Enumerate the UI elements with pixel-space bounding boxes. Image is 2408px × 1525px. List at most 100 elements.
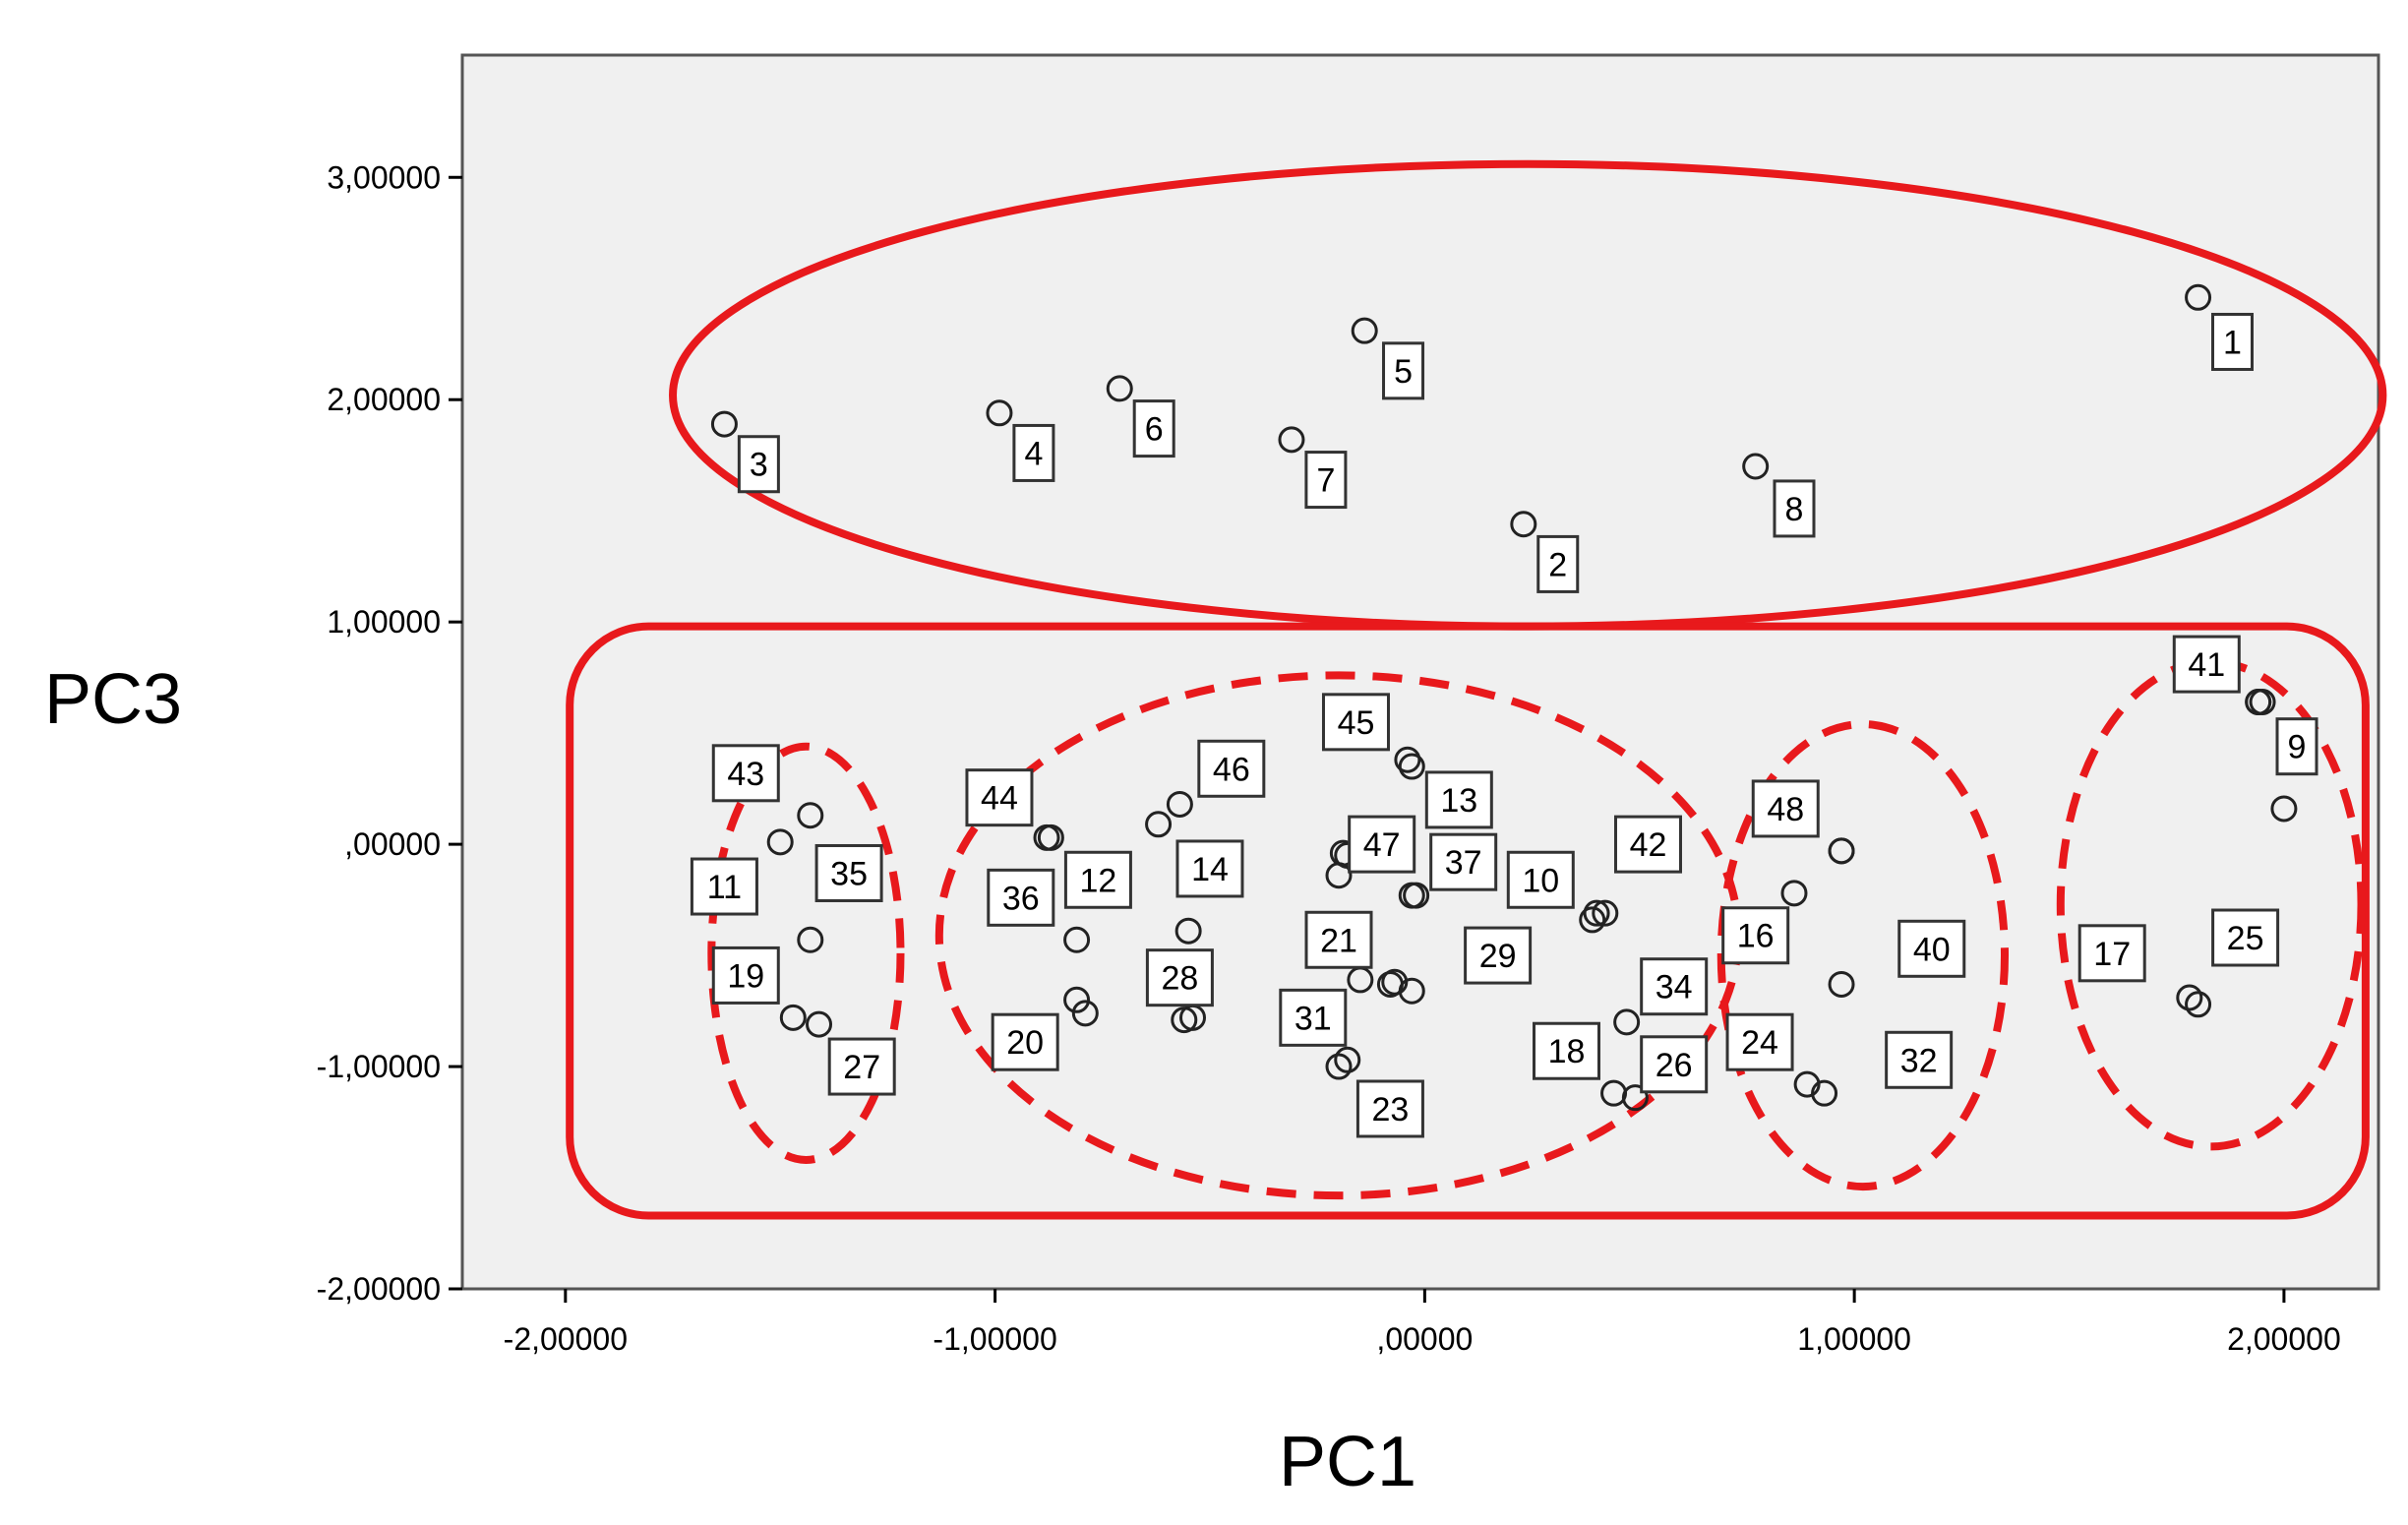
point-label-box xyxy=(1429,832,1498,891)
point-label-text: 17 xyxy=(2093,936,2131,973)
point-label-17: 17 xyxy=(2077,924,2146,983)
point-label-box xyxy=(965,768,1034,827)
point-marker-23 xyxy=(1334,1046,1361,1073)
point-label-text: 27 xyxy=(843,1049,880,1086)
point-label-text: 20 xyxy=(1006,1024,1044,1062)
point-marker-4 xyxy=(986,399,1013,427)
point-label-box xyxy=(1175,839,1244,898)
point-label-28: 28 xyxy=(1145,948,1214,1007)
point-label-text: 35 xyxy=(830,855,868,892)
point-label-box xyxy=(1613,815,1682,874)
point-label-box xyxy=(1640,1035,1709,1094)
point-marker-13 xyxy=(1394,746,1421,773)
point-label-text: 11 xyxy=(707,869,742,906)
point-label-23: 23 xyxy=(1355,1079,1424,1138)
point-label-32: 32 xyxy=(1885,1030,1954,1089)
point-label-box xyxy=(690,857,758,916)
point-marker-5 xyxy=(1351,317,1378,344)
point-marker-extra-3 xyxy=(1071,1000,1099,1027)
point-label-14: 14 xyxy=(1175,839,1244,898)
point-marker-10 xyxy=(1579,906,1606,934)
point-label-4: 4 xyxy=(1012,423,1055,482)
point-label-box xyxy=(1533,1021,1601,1080)
x-tick-label: ,00000 xyxy=(1376,1321,1473,1357)
point-label-box xyxy=(2275,717,2318,776)
point-label-box xyxy=(1751,779,1820,838)
point-label-box xyxy=(1355,1079,1424,1138)
point-label-text: 40 xyxy=(1913,931,1951,968)
point-label-40: 40 xyxy=(1897,919,1966,978)
point-marker-42 xyxy=(1592,899,1619,927)
point-label-text: 13 xyxy=(1440,782,1477,820)
point-label-34: 34 xyxy=(1640,957,1709,1016)
point-label-text: 1 xyxy=(2223,324,2242,361)
point-label-27: 27 xyxy=(827,1037,896,1096)
point-label-45: 45 xyxy=(1321,693,1390,752)
point-label-36: 36 xyxy=(987,868,1055,927)
point-label-18: 18 xyxy=(1533,1021,1601,1080)
point-marker-36 xyxy=(1033,824,1060,851)
point-label-box xyxy=(1063,850,1132,909)
point-label-text: 18 xyxy=(1548,1033,1586,1070)
point-label-box xyxy=(1773,479,1816,538)
point-marker-extra-10 xyxy=(1828,837,1855,865)
point-label-11: 11 xyxy=(690,857,758,916)
point-label-text: 2 xyxy=(1548,546,1567,583)
point-label-25: 25 xyxy=(2211,908,2280,967)
point-label-box xyxy=(1506,850,1575,909)
point-label-text: 41 xyxy=(2188,646,2225,684)
point-label-text: 34 xyxy=(1656,969,1693,1006)
point-label-12: 12 xyxy=(1063,850,1132,909)
point-marker-14 xyxy=(1166,790,1193,818)
point-label-box xyxy=(827,1037,896,1096)
point-label-text: 3 xyxy=(750,447,768,484)
point-label-box xyxy=(1897,919,1966,978)
point-marker-extra-1 xyxy=(1174,917,1202,945)
point-label-text: 24 xyxy=(1741,1024,1778,1062)
point-label-35: 35 xyxy=(814,843,883,902)
point-label-41: 41 xyxy=(2172,635,2241,694)
point-label-text: 32 xyxy=(1900,1042,1938,1079)
point-label-text: 7 xyxy=(1316,462,1335,500)
point-marker-20 xyxy=(1063,986,1091,1013)
point-label-10: 10 xyxy=(1506,850,1575,909)
point-label-31: 31 xyxy=(1279,988,1348,1047)
group-ellipse-3 xyxy=(707,742,905,1164)
y-tick-label: 2,00000 xyxy=(327,382,441,417)
point-marker-18 xyxy=(1613,1008,1641,1036)
point-marker-8 xyxy=(1742,453,1770,480)
point-marker-16 xyxy=(1780,880,1808,907)
group-rounded-rect xyxy=(566,622,2370,1220)
point-label-42: 42 xyxy=(1613,815,1682,874)
y-tick-label: -2,00000 xyxy=(317,1271,441,1307)
point-marker-44 xyxy=(1063,926,1091,953)
point-label-text: 14 xyxy=(1191,851,1229,888)
y-axis-title: PC3 xyxy=(44,660,182,739)
point-label-2: 2 xyxy=(1536,534,1580,593)
point-label-text: 9 xyxy=(2288,729,2307,766)
point-label-text: 31 xyxy=(1294,1000,1332,1037)
point-label-box xyxy=(1424,770,1493,829)
point-label-text: 6 xyxy=(1145,411,1164,449)
x-tick-label: -2,00000 xyxy=(504,1321,628,1357)
point-label-13: 13 xyxy=(1424,770,1493,829)
x-tick-label: 2,00000 xyxy=(2227,1321,2341,1357)
point-label-box xyxy=(2211,908,2280,967)
point-label-20: 20 xyxy=(991,1012,1059,1071)
point-marker-extra-11 xyxy=(1403,882,1430,909)
x-axis-title: PC1 xyxy=(1279,1423,1416,1501)
point-label-21: 21 xyxy=(1304,910,1373,969)
point-marker-extra-6 xyxy=(1398,977,1425,1005)
y-tick-label: 3,00000 xyxy=(327,159,441,195)
point-marker-35 xyxy=(797,802,824,829)
point-marker-7 xyxy=(1278,426,1305,454)
point-label-text: 28 xyxy=(1161,960,1198,998)
point-label-box xyxy=(711,744,780,803)
point-marker-34 xyxy=(1600,1079,1628,1107)
x-tick-label: -1,00000 xyxy=(933,1321,1056,1357)
point-label-16: 16 xyxy=(1721,906,1790,965)
point-label-26: 26 xyxy=(1640,1035,1709,1094)
point-marker-11 xyxy=(766,828,794,856)
